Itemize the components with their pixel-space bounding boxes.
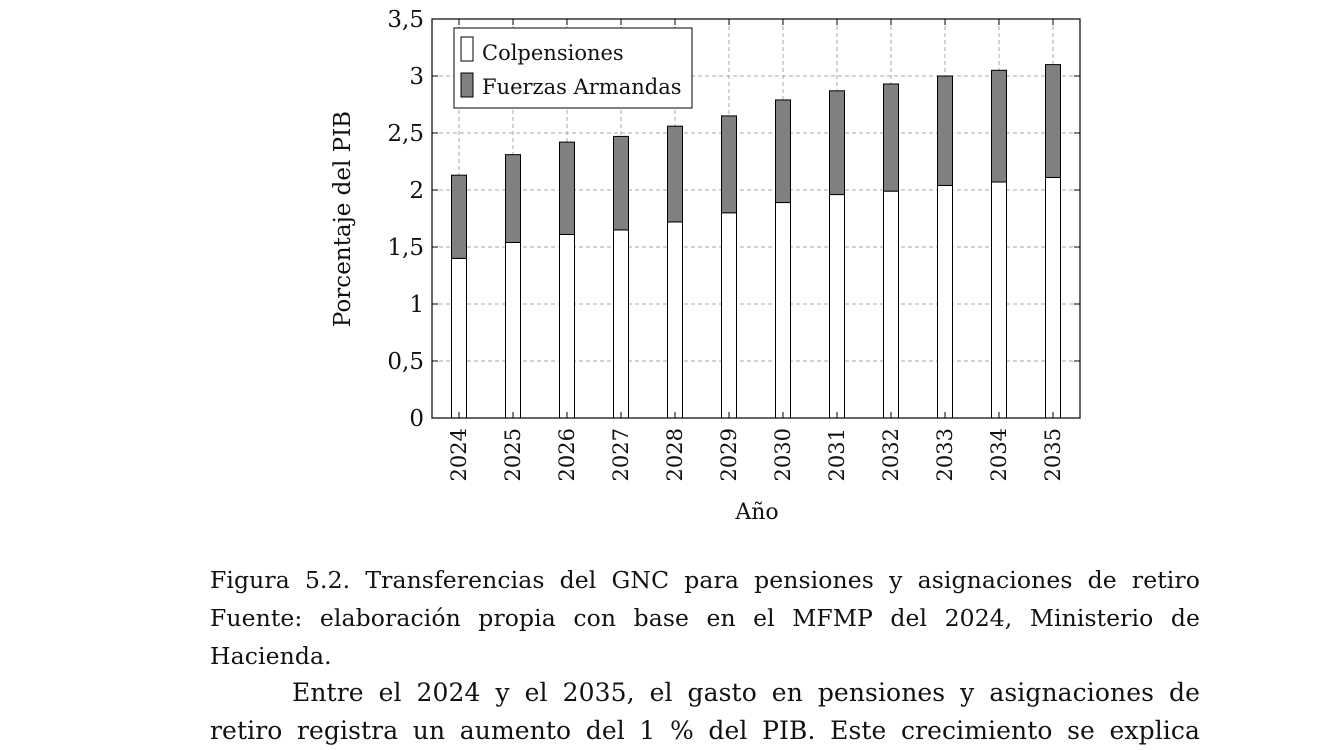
bar-fuerzas-armandas-2030 <box>775 99 791 204</box>
bar-fuerzas-armandas-2032 <box>883 83 899 192</box>
bars <box>451 64 1061 419</box>
y-tick-label: 3,5 <box>387 7 424 33</box>
legend-box <box>453 27 693 109</box>
x-tick-label: 2035 <box>1041 428 1065 481</box>
bar-fuerzas-armandas-2035 <box>1045 64 1061 178</box>
bar-colpensiones-2032 <box>883 190 899 419</box>
bar-colpensiones-2028 <box>667 221 683 419</box>
y-tick-label: 2 <box>409 178 424 204</box>
bar-colpensiones-2033 <box>937 184 953 419</box>
bar-colpensiones-2025 <box>505 241 521 419</box>
bar-fuerzas-armandas-2024 <box>451 174 467 259</box>
ticks <box>432 18 1080 419</box>
y-tick-label: 1 <box>409 292 424 318</box>
bar-colpensiones-2030 <box>775 202 791 419</box>
bar-colpensiones-2034 <box>991 181 1007 419</box>
x-tick-label: 2031 <box>825 428 849 481</box>
x-axis-label: Año <box>734 500 778 525</box>
x-tick-label: 2033 <box>933 428 957 481</box>
y-axis-label: Porcentaje del PIB <box>330 111 356 327</box>
figure-caption: Figura 5.2. Transferencias del GNC para … <box>210 566 1200 594</box>
x-tick-label: 2034 <box>987 428 1011 481</box>
legend-swatch-fuerzas-armandas <box>460 72 474 98</box>
bar-colpensiones-2027 <box>613 229 629 419</box>
y-tick-label: 2,5 <box>387 121 424 147</box>
x-tick-label: 2028 <box>663 428 687 481</box>
y-tick-label: 0,5 <box>387 349 424 375</box>
bar-fuerzas-armandas-2027 <box>613 135 629 231</box>
y-tick-labels: 0 0,5 1 1,5 2 2,5 3 3,5 <box>387 7 424 432</box>
body-paragraph-line-1: Entre el 2024 y el 2035, el gasto en pen… <box>292 678 1200 707</box>
y-tick-label: 3 <box>409 64 424 90</box>
bar-fuerzas-armandas-2026 <box>559 141 575 235</box>
legend-label-colpensiones: Colpensiones <box>482 41 624 65</box>
stacked-bar-chart: 00,511,522,533,5 2024 2025 2026 2027 2028 202… <box>330 7 1081 525</box>
bar-fuerzas-armandas-2025 <box>505 154 521 243</box>
bar-colpensiones-2026 <box>559 233 575 419</box>
plot-frame <box>431 18 1081 419</box>
x-tick-label: 2025 <box>501 428 525 481</box>
bar-colpensiones-2035 <box>1045 176 1061 419</box>
body-paragraph-line-2: retiro registra un aumento del 1 % del P… <box>210 716 1200 745</box>
x-tick-label: 2032 <box>879 428 903 481</box>
bar-colpensiones-2024 <box>451 257 467 419</box>
x-tick-label: 2029 <box>717 428 741 481</box>
x-tick-labels: 2024 2025 2026 2027 2028 2029 2030 2031 2032 2033… <box>447 428 1065 481</box>
bar-fuerzas-armandas-2034 <box>991 69 1007 183</box>
bar-fuerzas-armandas-2028 <box>667 125 683 223</box>
bar-fuerzas-armandas-2033 <box>937 75 953 186</box>
x-tick-label: 2024 <box>447 428 471 481</box>
x-tick-label: 2026 <box>555 428 579 481</box>
bar-fuerzas-armandas-2031 <box>829 90 845 196</box>
bar-fuerzas-armandas-2029 <box>721 115 737 214</box>
x-tick-label: 2030 <box>771 428 795 481</box>
legend-label-fuerzas-armandas: Fuerzas Armandas <box>482 75 682 99</box>
y-tick-label: 1,5 <box>387 235 424 261</box>
x-tick-label: 2027 <box>609 428 633 481</box>
legend: Colpensiones Fuerzas Armandas <box>453 27 693 109</box>
legend-swatch-colpensiones <box>460 36 474 62</box>
figure-source-line-2: Hacienda. <box>210 642 332 670</box>
figure-source-line-1: Fuente: elaboración propia con base en e… <box>210 604 1200 632</box>
y-tick-label: 0 <box>409 406 424 432</box>
bar-colpensiones-2031 <box>829 194 845 419</box>
bar-colpensiones-2029 <box>721 212 737 419</box>
